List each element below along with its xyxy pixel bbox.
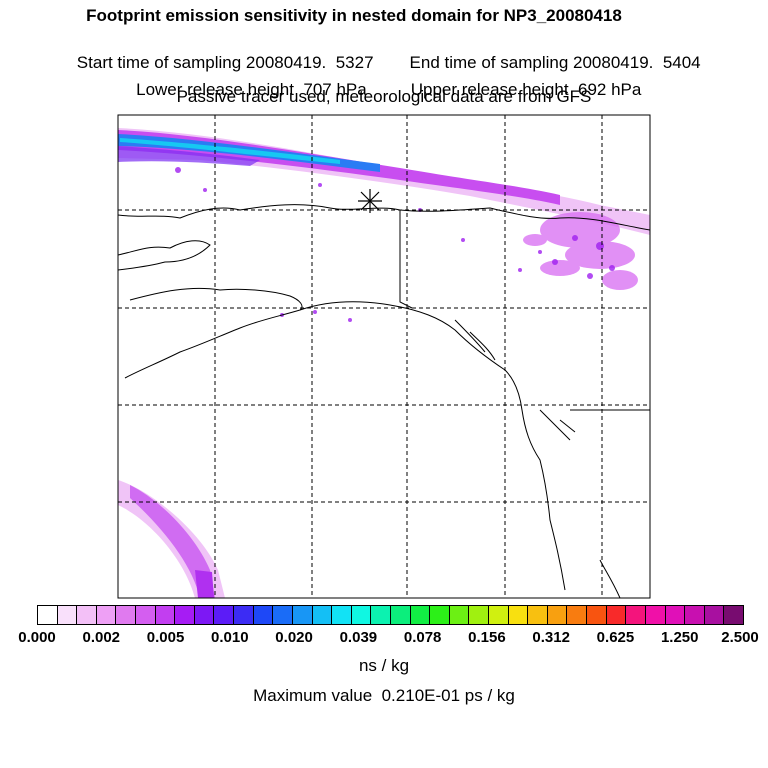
map-title: Footprint emission sensitivity in nested…: [86, 6, 622, 25]
colorbar-cell: [665, 606, 686, 624]
colorbar-cell: [371, 606, 391, 624]
colorbar-cell: [547, 606, 568, 624]
colorbar-cell: [351, 606, 372, 624]
upper-release-label: Upper release height 692 hPa: [410, 80, 642, 99]
colorbar-cell: [214, 606, 235, 624]
colorbar-cell: [194, 606, 215, 624]
colorbar: [37, 605, 744, 625]
colorbar-tick-label: 0.078: [403, 629, 442, 646]
colorbar-cell: [38, 606, 58, 624]
colorbar-cell: [626, 606, 646, 624]
grid-lines: [118, 115, 650, 598]
colorbar-cell: [116, 606, 137, 624]
colorbar-tick-label: 0.005: [146, 629, 185, 646]
sampling-times: Start time of sampling 20080419. 5327 End…: [0, 33, 768, 73]
colorbar-cell: [587, 606, 607, 624]
colorbar-cell: [253, 606, 274, 624]
colorbar-cell: [685, 606, 705, 624]
colorbar-tick-label: 0.625: [596, 629, 635, 646]
colorbar-cell: [136, 606, 156, 624]
colorbar-cell: [77, 606, 97, 624]
colorbar-tick-label: 0.002: [82, 629, 121, 646]
colorbar-cell: [567, 606, 588, 624]
colorbar-cell: [312, 606, 333, 624]
colorbar-cell: [528, 606, 548, 624]
colorbar-cell: [96, 606, 117, 624]
colorbar-cell: [175, 606, 195, 624]
colorbar-tick-label: 0.312: [532, 629, 570, 646]
colorbar-tick-label: 0.156: [468, 629, 506, 646]
release-point-marker: [358, 189, 382, 213]
colorbar-cell: [430, 606, 450, 624]
colorbar-tick-label: 0.039: [339, 629, 378, 646]
colorbar-cell: [606, 606, 627, 624]
colorbar-cell: [449, 606, 470, 624]
colorbar-cell: [234, 606, 254, 624]
colorbar-cell: [155, 606, 176, 624]
map-background: [118, 115, 650, 598]
plume-north: [118, 128, 650, 235]
colorbar-cell: [410, 606, 431, 624]
colorbar-cell: [645, 606, 666, 624]
colorbar-cell: [724, 606, 743, 624]
borders: [399, 210, 650, 411]
map-panel: [117, 114, 651, 599]
colorbar-tick-label: 0.000: [18, 629, 56, 646]
colorbar-tick-label: 0.020: [275, 629, 313, 646]
colorbar-tick-label: 0.010: [211, 629, 249, 646]
colorbar-cell: [508, 606, 529, 624]
colorbar-cell: [292, 606, 313, 624]
colorbar-tick-label: 2.500: [721, 629, 759, 646]
colorbar-tick-label: 1.250: [660, 629, 699, 646]
colorbar-cell: [57, 606, 78, 624]
colorbar-cell: [273, 606, 293, 624]
colorbar-cell: [390, 606, 411, 624]
map-frame: [117, 114, 651, 599]
maximum-value: Maximum value 0.210E-01 ps / kg: [253, 686, 515, 705]
colorbar-cell: [469, 606, 490, 624]
plume-southwest: [118, 480, 225, 598]
colorbar-cell: [704, 606, 725, 624]
colorbar-units: ns / kg: [358, 656, 410, 675]
colorbar-cell: [332, 606, 352, 624]
colorbar-cell: [489, 606, 509, 624]
release-heights: Lower release height 707 hPa Upper releas…: [0, 60, 768, 100]
tracer-note: Passive tracer used, meteorological data…: [176, 87, 592, 106]
start-time-label: Start time of sampling 20080419. 5327: [76, 53, 374, 72]
end-time-label: End time of sampling 20080419. 5404: [409, 53, 701, 72]
lower-release-label: Lower release height 707 hPa: [136, 80, 367, 99]
